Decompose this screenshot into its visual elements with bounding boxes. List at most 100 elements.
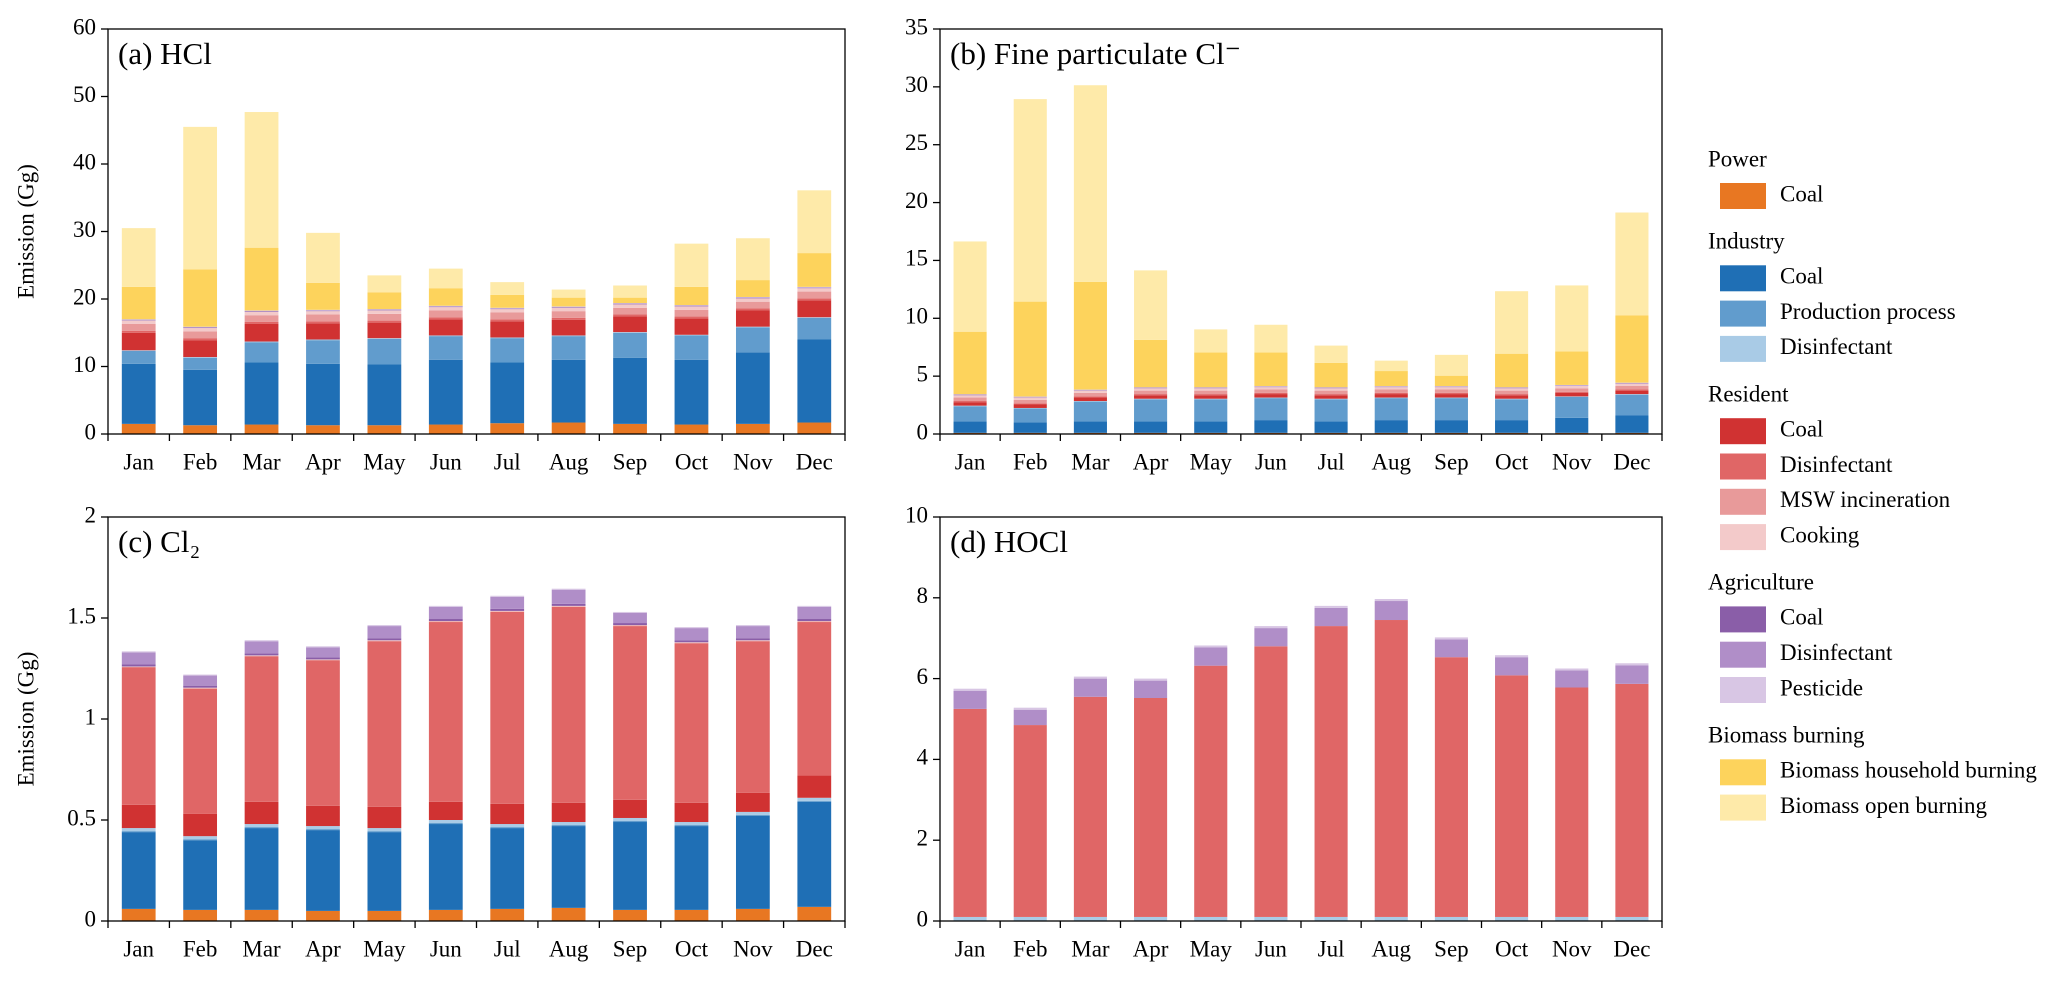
bar-segment	[1254, 386, 1288, 387]
bar-segment	[797, 253, 832, 287]
bar-segment	[1495, 420, 1529, 433]
bar-segment	[613, 303, 647, 305]
bar-segment	[1254, 420, 1288, 433]
bar-segment	[183, 674, 218, 676]
x-tick-label: Oct	[675, 936, 709, 961]
bar-segment	[735, 310, 770, 327]
bar-segment	[1013, 408, 1047, 423]
bar-segment	[244, 362, 279, 425]
bar-segment	[1073, 676, 1107, 679]
bar-segment	[1194, 395, 1228, 399]
x-tick-label: Oct	[675, 449, 709, 474]
bar-segment	[183, 327, 218, 328]
bar-segment	[551, 306, 586, 308]
bar-segment	[367, 625, 402, 627]
bar-segment	[1134, 270, 1168, 340]
bar-segment	[183, 675, 218, 686]
bar-segment	[121, 320, 156, 324]
bar-segment	[1314, 395, 1348, 399]
x-tick-label: Apr	[305, 449, 341, 474]
bar-segment	[306, 340, 340, 364]
bar-segment	[428, 605, 463, 607]
bar-segment	[490, 827, 525, 829]
bar-segment	[306, 826, 340, 830]
bar-segment	[1615, 415, 1649, 433]
bar-segment	[674, 305, 709, 307]
bar-segment	[1615, 683, 1649, 917]
bar-segment	[1374, 394, 1408, 398]
bar-segment	[613, 307, 647, 315]
bar-segment	[367, 310, 402, 314]
legend-label: Cooking	[1780, 522, 1860, 547]
bar-segment	[1134, 395, 1168, 399]
bar-segment	[183, 357, 218, 358]
panel-title: (a) HCl	[118, 36, 212, 71]
bar-segment	[1434, 392, 1468, 395]
panel-title: (d) HOCl	[950, 524, 1068, 559]
bar-segment	[1134, 398, 1168, 400]
bar-segment	[1194, 645, 1228, 648]
bar-segment	[1314, 390, 1348, 395]
bar-segment	[1434, 916, 1468, 921]
bar-segment	[797, 906, 832, 921]
bar-segment	[490, 312, 525, 320]
legend-label: Disinfectant	[1780, 452, 1893, 477]
x-tick-label: Aug	[549, 936, 589, 961]
bar-segment	[1434, 639, 1468, 658]
bar-segment	[613, 332, 647, 358]
bar-segment	[183, 836, 218, 840]
bar-segment	[1555, 385, 1589, 389]
bar-segment	[1495, 388, 1529, 391]
bar-segment	[1374, 420, 1408, 433]
bar-segment	[1555, 396, 1589, 418]
plot-frame	[939, 516, 1663, 922]
x-tick-label: Jul	[1318, 936, 1345, 961]
legend-label: Production process	[1780, 299, 1956, 324]
y-tick-label: 0	[917, 419, 929, 444]
bar-segment	[1495, 398, 1529, 400]
bar-segment	[428, 288, 463, 306]
bar-segment	[1434, 398, 1468, 421]
bar-segment	[613, 612, 647, 624]
bar-segment	[1194, 390, 1228, 395]
bar-segment	[551, 307, 586, 312]
bar-segment	[613, 626, 647, 800]
bar-segment	[1555, 392, 1589, 397]
bar-segment	[244, 828, 279, 910]
bar-segment	[735, 327, 770, 353]
bar-segment	[1073, 401, 1107, 402]
bar-segment	[1314, 388, 1348, 391]
bar-segment	[244, 655, 279, 657]
bar-segment	[306, 830, 340, 911]
x-tick-label: Mar	[1071, 449, 1110, 474]
bar-segment	[551, 589, 586, 604]
bar-segment	[1254, 397, 1288, 399]
bar-segment	[121, 651, 156, 653]
bar-segment	[1615, 663, 1649, 666]
x-tick-label: Feb	[183, 449, 218, 474]
bar-segment	[953, 708, 987, 917]
bar-segment	[121, 664, 156, 667]
bar-segment	[428, 306, 463, 307]
bar-segment	[183, 425, 218, 434]
bar-segment	[1495, 394, 1529, 396]
bar-segment	[1555, 351, 1589, 385]
bar-segment	[367, 626, 402, 639]
bar-segment	[674, 306, 709, 310]
bar-segment	[613, 314, 647, 317]
bar-segment	[1194, 399, 1228, 422]
bar-segment	[551, 289, 586, 298]
bar-segment	[490, 362, 525, 424]
bar-segment	[1073, 401, 1107, 422]
bar-segment	[306, 660, 340, 806]
bar-segment	[490, 803, 525, 825]
bar-segment	[1374, 599, 1408, 602]
legend-label: Pesticide	[1780, 675, 1863, 700]
x-tick-label: Aug	[1371, 449, 1411, 474]
bar-segment	[1314, 607, 1348, 627]
bar-segment	[551, 822, 586, 826]
bar-segment	[1615, 389, 1649, 391]
bar-segment	[1013, 396, 1047, 398]
bar-segment	[551, 588, 586, 590]
bar-segment	[797, 800, 832, 802]
